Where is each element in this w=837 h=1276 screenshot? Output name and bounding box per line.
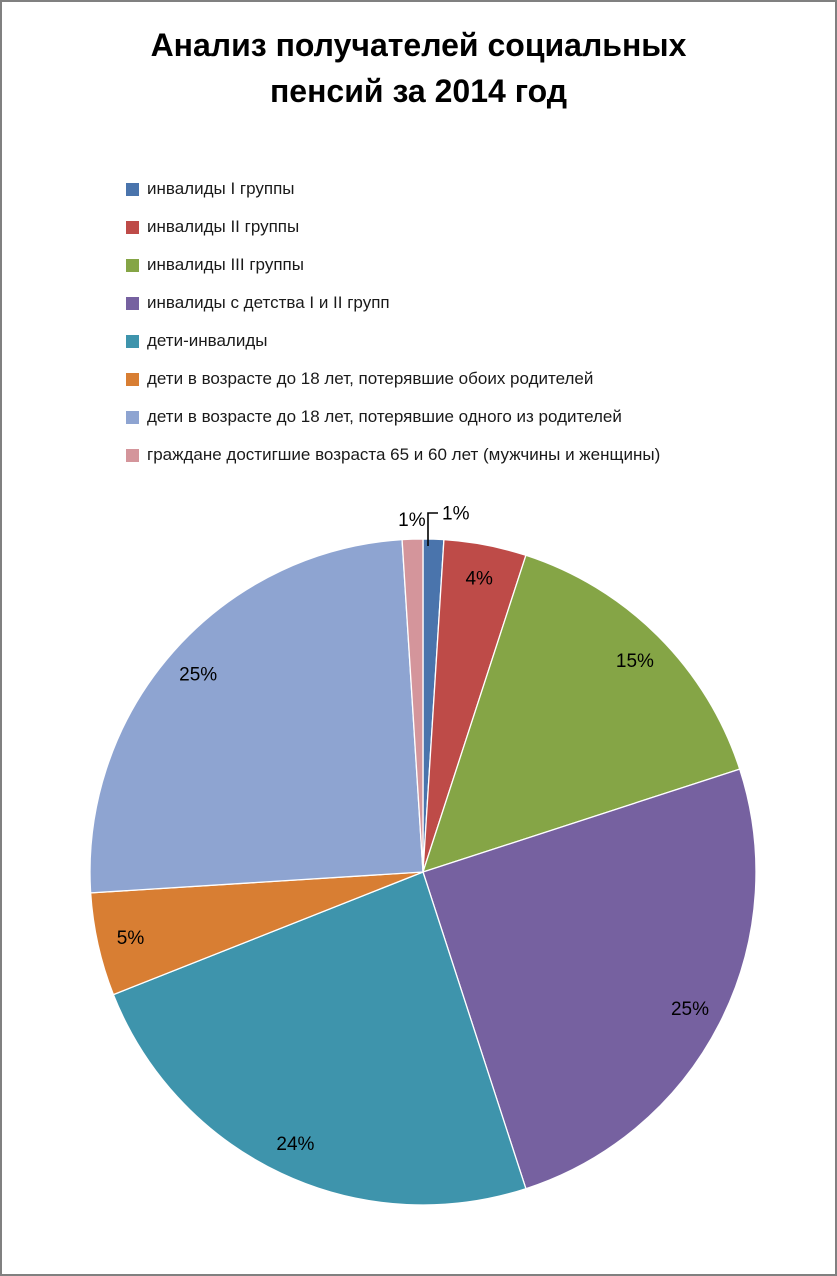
legend-label: граждане достигшие возраста 65 и 60 лет … — [147, 445, 661, 464]
legend-label: дети в возрасте до 18 лет, потерявшие об… — [147, 369, 594, 388]
legend-label: инвалиды с детства I и II групп — [147, 293, 390, 312]
legend-item: дети в возрасте до 18 лет, потерявшие од… — [126, 398, 660, 436]
legend-item: инвалиды I группы — [126, 170, 660, 208]
slice-label: 24% — [276, 1134, 314, 1155]
legend-item: инвалиды III группы — [126, 246, 660, 284]
pie-slice — [422, 768, 757, 1190]
slice-label: 1% — [442, 504, 470, 525]
legend-swatch-icon — [126, 334, 139, 348]
legend-label: дети-инвалиды — [147, 331, 268, 350]
slice-label: 1% — [398, 510, 426, 531]
legend-swatch-icon — [126, 410, 139, 424]
legend-label: инвалиды II группы — [147, 217, 300, 236]
legend-item: граждане достигшие возраста 65 и 60 лет … — [126, 436, 660, 474]
slice-label: 5% — [117, 928, 145, 949]
slice-label: 4% — [465, 568, 493, 589]
legend-label: дети в возрасте до 18 лет, потерявшие од… — [147, 407, 622, 426]
slice-label: 15% — [616, 651, 654, 672]
legend-item: инвалиды II группы — [126, 208, 660, 246]
pie-slice — [401, 538, 424, 873]
legend-swatch-icon — [126, 182, 139, 196]
legend-swatch-icon — [126, 220, 139, 234]
legend-item: дети в возрасте до 18 лет, потерявшие об… — [126, 360, 660, 398]
pie-slice — [112, 871, 527, 1206]
chart-title: Анализ получателей социальных пенсий за … — [150, 27, 687, 110]
legend-swatch-icon — [126, 448, 139, 462]
legend-item: инвалиды с детства I и II групп — [126, 284, 660, 322]
slice-label: 25% — [179, 664, 217, 685]
label-leader-line — [427, 512, 438, 546]
pie-slice — [89, 539, 424, 894]
pie-slice — [422, 554, 741, 873]
legend-swatch-icon — [126, 258, 139, 272]
legend: инвалиды I группы инвалиды II группы инвал… — [126, 170, 660, 474]
legend-swatch-icon — [126, 296, 139, 310]
slice-label: 25% — [671, 999, 709, 1020]
legend-label: инвалиды III группы — [147, 255, 304, 274]
legend-label: инвалиды I группы — [147, 179, 295, 198]
legend-item: дети-инвалиды — [126, 322, 660, 360]
legend-swatch-icon — [126, 372, 139, 386]
